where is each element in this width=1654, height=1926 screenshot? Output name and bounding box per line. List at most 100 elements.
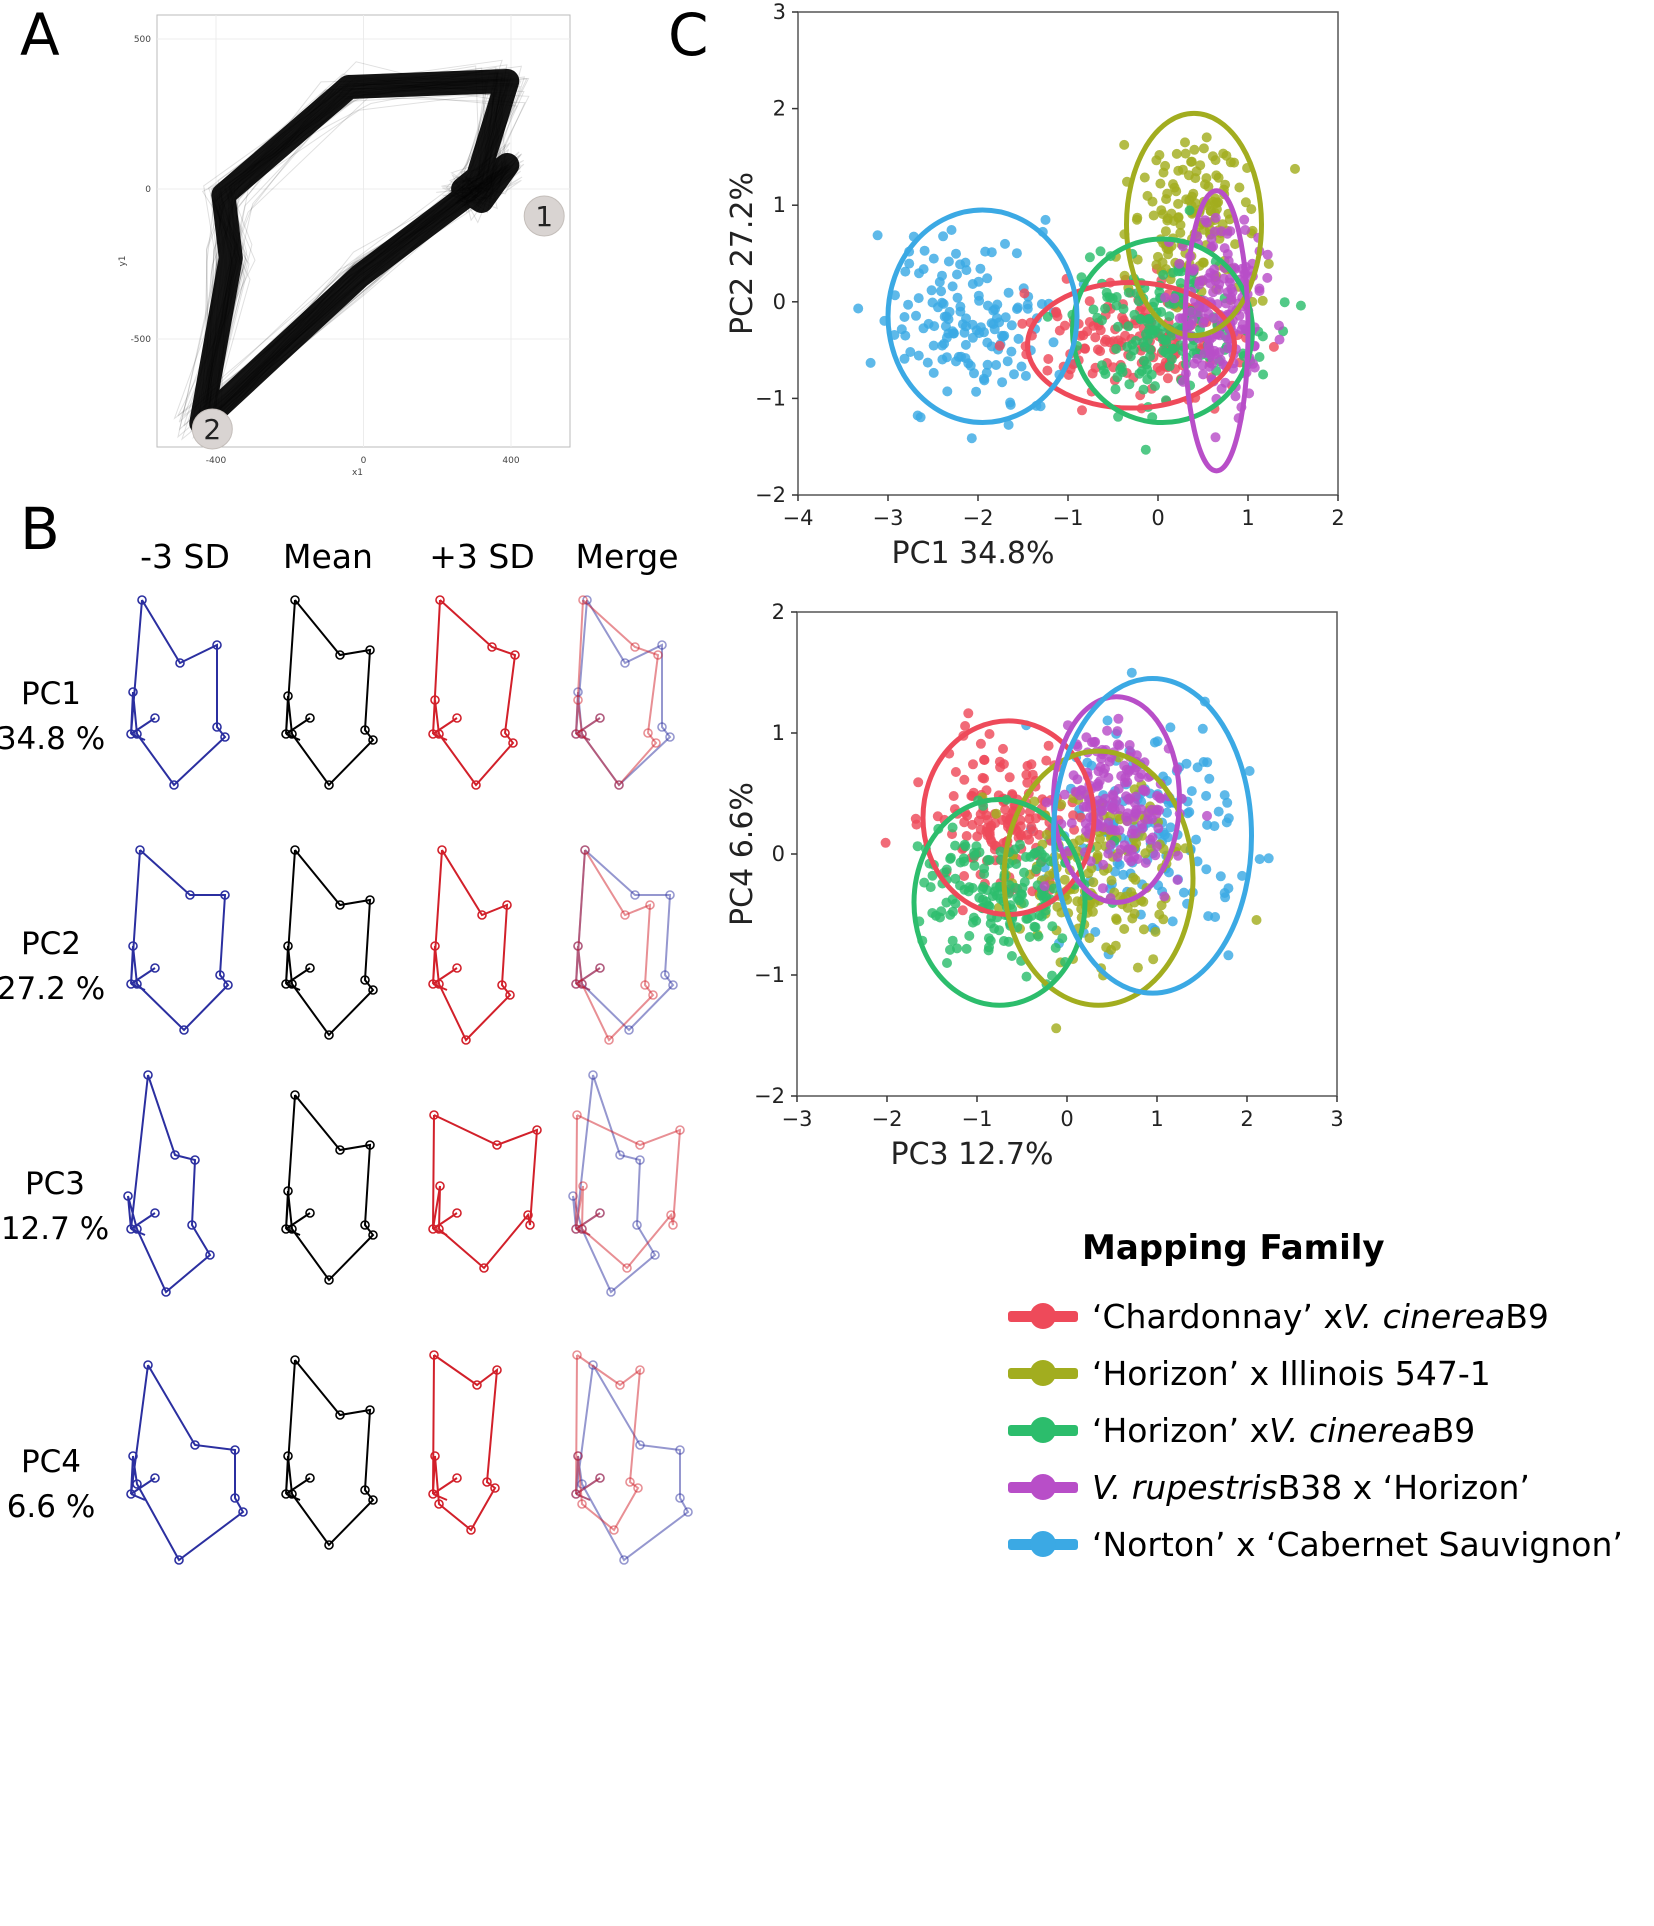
chart-c2-point-s2-88 [950,840,961,851]
chart-c2-point-s4-67 [1222,797,1233,808]
chart-b-pc2-mean-landmark-3 [360,975,370,985]
chart-c2-point-s4-11 [1254,854,1265,865]
chart-b-pc4-plus-landmark-7 [430,1451,440,1461]
chart-c2-point-s1-138 [1111,913,1122,924]
chart-c2-point-s0-82 [1043,740,1054,751]
chart-b-pc2-minus-landmark-3 [215,970,225,980]
chart-c2-xtick-4: 1 [1150,1107,1163,1131]
chart-c1-point-s1-86 [1180,137,1190,148]
chart-c2-point-s1-89 [1251,915,1262,925]
chart-c2-point-s1-85 [1101,942,1112,953]
chart-c1-point-s2-97 [1140,444,1151,455]
legend-swatch-rupestris-horizon [1008,1463,1078,1511]
chart-c1-point-s4-131 [918,264,929,275]
chart-b-pc3-plus-outline [432,1114,539,1270]
chart-c2-point-s2-132 [1033,931,1044,942]
chart-c1-point-s1-114 [1155,178,1166,189]
chart-c2-point-s3-113 [1068,770,1079,781]
chart-b-pc3-minus-landmark-2 [190,1155,200,1165]
chart-c1-point-s2-123 [1145,344,1156,355]
chart-c1-point-s3-123 [1198,318,1209,328]
chart-c2-point-s2-85 [927,870,938,881]
chart-c1-point-s3-152 [1207,358,1218,369]
chart-c2-point-s0-5 [975,738,986,749]
chart-c2-point-s2-96 [1019,877,1030,887]
chart-b-pc4-mean-outline [285,1359,375,1547]
chart-c2-point-s4-128 [1201,790,1212,801]
chart-b-pc2-minus-landmark-9 [150,963,160,973]
chart-c2-point-s2-136 [912,841,923,852]
chart-c1-point-s2-143 [1138,355,1149,366]
chart-b-pc2-plus-landmark-3 [497,980,507,990]
chart-c2-point-s3-121 [1107,789,1118,800]
chart-b-pc4-minus-landmark-3 [230,1493,240,1503]
chart-c1-point-s2-36 [1100,369,1111,379]
chart-b-pc4-merge-plus-landmark-0 [572,1350,582,1360]
chart-c1-point-s4-90 [1040,214,1051,225]
chart-c2-point-s1-108 [1132,962,1143,973]
chart-c2-point-s0-54 [984,729,995,739]
chart-c1-point-s4-93 [919,245,930,256]
chart-c2-point-s4-145 [1209,821,1220,832]
chart-b-pc1-mean-landmark-6 [287,729,297,739]
chart-c2-point-s0-135 [1068,810,1079,821]
chart-b-pc4-merge-minus-landmark-3 [675,1493,685,1503]
chart-b-pc1-plus-landmark-8 [428,729,438,739]
chart-c2-point-s3-15 [1113,713,1124,724]
chart-c2-point-s2-115 [1010,882,1021,893]
chart-c1-point-s0-44 [1017,318,1028,329]
chart-b-pc4-mean-landmark-2 [365,1405,375,1415]
chart-c1-point-s4-18 [943,256,954,267]
chart-b-pc4-minus-petiole [130,1477,156,1495]
chart-c1-point-s3-30 [1262,272,1273,283]
chart-c1-point-s1-154 [1148,210,1159,221]
chart-b-pc3-minus-landmark-5 [161,1287,171,1297]
chart-b-pc3-plus-landmark-8 [428,1224,438,1234]
chart-b-pc3-plus-landmark-1 [492,1140,502,1150]
chart-b-pc4-mean-landmark-1 [335,1410,345,1420]
chart-b-pc1-merge-plus-landmark-5 [614,780,624,790]
chart-b-pc1-plus-landmark-7 [430,695,440,705]
chart-c1-point-s4-62 [904,258,915,269]
chart-c1-point-s1-126 [1207,151,1218,162]
chart-c1-point-s3-139 [1189,358,1199,369]
chart-c2-point-s3-82 [1105,839,1116,850]
chart-c1-ytick-5: 3 [773,0,786,24]
chart-b-pc4-plus-landmark-4 [490,1483,500,1493]
chart-c2-point-s2-162 [967,917,978,928]
chart-c1-ytick-4: 2 [773,97,786,121]
chart-b-pc1-plus-landmark-2 [510,650,520,660]
chart-b-pc1-mean-landmark-4 [368,735,378,745]
row-label-pc2-pct: 27.2 % [0,970,106,1007]
chart-b-pc1-minus-landmark-9 [150,713,160,723]
chart-c2-point-s3-85 [1145,834,1156,845]
chart-b-pc2-merge-plus-landmark-6 [577,979,587,989]
chart-c2-point-s4-122 [1219,790,1230,801]
chart-c2-point-s2-125 [952,943,962,954]
chart-c1-point-s4-127 [900,266,911,277]
chart-b-pc1-merge-plus-outline [575,599,660,787]
chart-c2-point-s4-29 [1197,723,1208,734]
chart-b-pc2-merge-plus-landmark-2 [645,900,655,910]
chart-c2-point-s3-145 [1159,891,1170,902]
chart-c2-point-s2-158 [959,839,970,850]
chart-b-pc4-minus-landmark-5 [174,1555,184,1565]
chart-b-pc3-merge-plus-outline [575,1114,682,1270]
chart-c2-point-s3-138 [1126,856,1137,867]
chart-c1-point-s1-81 [1186,156,1197,167]
chart-c1-point-s1-20 [1171,148,1182,159]
chart-b-pc4-minus-landmark-6 [132,1479,142,1489]
chart-b-pc2-plus-outline [432,849,512,1042]
chart-c2-point-s3-166 [1136,804,1147,815]
chart-c1-point-s2-153 [1164,361,1175,372]
chart-c2-point-s2-106 [941,864,952,875]
chart-c1-point-s4-113 [986,247,997,258]
chart-b-pc2-merge-plus-landmark-1 [620,910,630,920]
chart-b-pc4-merge-plus-landmark-9 [595,1473,605,1483]
chart-c2-point-s0-129 [1004,772,1015,783]
chart-c2-point-s2-161 [1003,936,1014,947]
chart-c1-point-s2-58 [1138,337,1149,348]
chart-b-pc4-merge-plus-outline [575,1354,642,1532]
chart-c1-point-s0-122 [1042,365,1053,376]
chart-c1-point-s4-17 [1012,302,1023,313]
